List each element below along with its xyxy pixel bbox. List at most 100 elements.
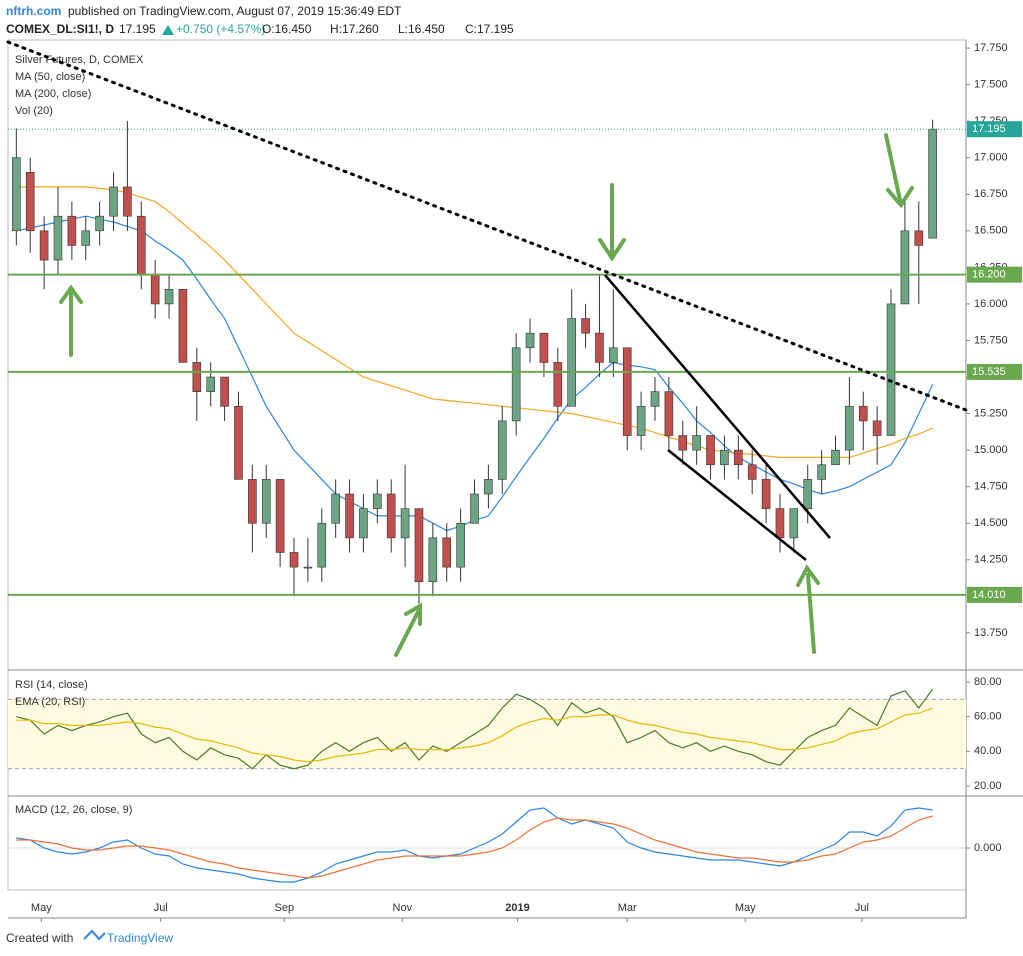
change: +0.750 (+4.57%) (176, 22, 265, 36)
y-tick-label: 17.000 (974, 152, 1008, 164)
x-tick-label: Sep (275, 902, 295, 914)
arrow (796, 564, 820, 654)
candle-body (497, 420, 507, 480)
candle-body (595, 332, 604, 363)
candle-body (234, 405, 243, 480)
indicator-line (16, 688, 934, 770)
footer-brand[interactable]: TradingView (107, 931, 173, 945)
x-tick-label: Jul (154, 902, 168, 914)
arrow (394, 602, 422, 657)
candle-body (400, 508, 410, 539)
candle-body (289, 552, 299, 568)
indicator-line (16, 807, 933, 883)
candle-body (150, 274, 160, 305)
candle-body (817, 464, 826, 480)
annotations (6, 40, 968, 657)
y-tick-label: 40.00 (974, 745, 1002, 757)
candle-body (775, 508, 785, 539)
last-price: 17.195 (119, 22, 156, 36)
candle-body (692, 435, 701, 451)
footer-text: Created with (6, 931, 73, 945)
candle-body (386, 493, 396, 539)
y-tick-label: 15.250 (974, 407, 1008, 419)
candle-body (803, 479, 813, 509)
channel-line (667, 449, 807, 561)
y-tick-label: 0.000 (974, 842, 1002, 854)
candle-body (136, 215, 146, 275)
y-tick-label: 16.000 (974, 298, 1008, 310)
candle-body (67, 215, 77, 246)
last-price-box (967, 121, 1022, 138)
y-tick-label: 13.750 (974, 627, 1008, 639)
indicator-line (16, 815, 933, 879)
candle-body (914, 230, 924, 246)
level-label-box (967, 363, 1022, 380)
candle-body (470, 493, 479, 524)
candle-body (539, 332, 549, 363)
candle-body (275, 479, 285, 553)
candle-body (414, 508, 424, 583)
y-tick-label: 14.750 (974, 481, 1008, 493)
candle-body (428, 537, 438, 583)
x-tick-label: May (735, 902, 756, 914)
candle-body (511, 347, 521, 422)
candle-body (636, 405, 646, 436)
level-label-box (967, 266, 1022, 283)
x-tick-label: May (31, 902, 52, 914)
legend-entry: Vol (20) (15, 105, 53, 117)
y-tick-label: 16.750 (974, 188, 1008, 200)
y-tick-label: 17.750 (974, 42, 1008, 54)
last-price-label: 17.195 (972, 123, 1006, 135)
x-tick-label: Jul (855, 902, 869, 914)
candle-body (761, 479, 771, 509)
high: H:17.260 (330, 22, 379, 36)
candle-body (317, 522, 327, 568)
arrow (59, 284, 83, 357)
x-tick-label: 2019 (505, 902, 529, 914)
candle-body (609, 347, 618, 363)
candle-body (567, 318, 576, 407)
candle-body (220, 376, 229, 407)
level-label: 14.010 (972, 589, 1006, 601)
panes: 13.75014.00014.25014.50014.75015.00015.2… (7, 39, 1023, 922)
publisher[interactable]: nftrh.com (6, 4, 61, 18)
candle-body (178, 288, 188, 363)
legend-entry: EMA (20, RSI) (15, 696, 85, 708)
legend-title: Silver Futures, D, COMEX (15, 54, 144, 66)
candle-body (525, 332, 535, 349)
candle-body (261, 479, 271, 524)
candle-body (164, 288, 174, 305)
x-tick-label: Nov (393, 902, 413, 914)
candle-body (123, 186, 132, 217)
open: O:16.450 (262, 22, 312, 36)
candle-body (12, 157, 21, 232)
dotted-trendline (6, 40, 968, 412)
y-tick-label: 20.00 (974, 780, 1002, 792)
candle-body (39, 230, 49, 261)
low: L:16.450 (398, 22, 445, 36)
level-label: 16.200 (972, 269, 1006, 281)
candle-body (456, 522, 465, 568)
arrow (884, 133, 914, 209)
symbol: COMEX_DL:SI1!, D (6, 22, 114, 36)
legend-entry: MA (50, close) (15, 71, 85, 83)
candle-body (81, 230, 91, 246)
candle-body (831, 449, 840, 466)
level-label: 15.535 (972, 366, 1006, 378)
candle-body (359, 508, 368, 539)
arrow (598, 183, 626, 262)
moving-average (16, 186, 933, 458)
candle-body (872, 420, 882, 436)
arrows (59, 133, 914, 657)
candle-body (484, 479, 493, 495)
candle-body (248, 479, 257, 524)
candle-body (581, 318, 590, 334)
candle-body (858, 405, 868, 422)
up-triangle (162, 25, 174, 35)
candle-body (900, 230, 910, 305)
candle-body (53, 215, 63, 261)
candle-body (373, 493, 382, 509)
candle-body (303, 566, 313, 569)
candle-body (622, 347, 632, 436)
